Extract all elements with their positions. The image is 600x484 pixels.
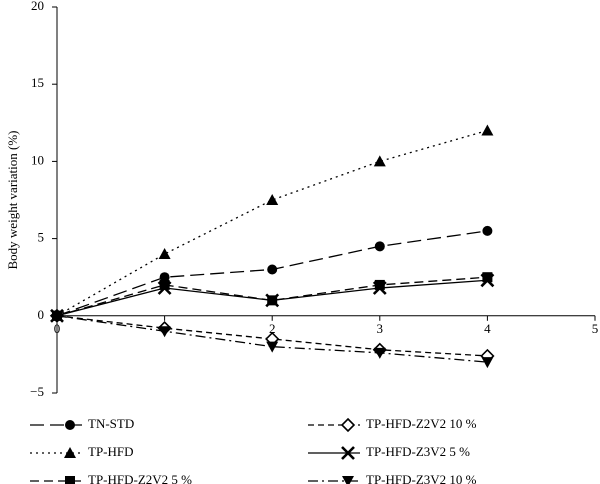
y-tick-label: 10 [31,152,44,167]
marker [51,310,63,322]
marker [159,279,170,290]
marker [482,225,493,236]
marker [481,124,494,136]
series-line [56,315,488,357]
legend-label: TP-HFD [88,444,134,459]
y-tick-label: 15 [31,75,44,90]
marker [266,194,279,205]
marker [482,272,493,283]
series-line [56,276,488,317]
legend-marker [65,420,75,430]
marker [158,326,171,338]
x-tick-label: 0 [54,321,61,336]
marker [374,279,385,290]
x-tick-label: 4 [484,321,491,336]
series-line [56,315,488,363]
marker [158,248,171,260]
y-tick-label: 20 [31,0,44,13]
legend-label: TP-HFD-Z2V2 5 % [88,472,192,484]
y-tick-label: −5 [30,384,44,399]
marker [374,241,385,252]
legend-marker [65,476,75,484]
marker [373,155,386,167]
legend-marker [64,447,76,458]
x-tick-label: 2 [269,321,276,336]
marker [266,341,279,353]
marker [267,264,278,275]
legend-marker [341,446,355,460]
marker [481,357,494,369]
legend-marker [340,417,356,433]
legend-marker [342,476,354,484]
y-tick-label: 0 [38,307,45,322]
series-line [56,129,488,317]
legend-label: TP-HFD-Z3V2 5 % [366,444,470,459]
y-tick-label: 5 [38,230,45,245]
x-tick-label: 5 [592,321,599,336]
marker [267,295,278,306]
y-axis-label: Body weight variation (%) [5,131,20,270]
legend-label: TN-STD [88,416,134,431]
marker [373,347,386,359]
x-tick-label: 3 [377,321,384,336]
legend-label: TP-HFD-Z3V2 10 % [366,472,477,484]
marker [159,272,170,283]
legend-label: TP-HFD-Z2V2 10 % [366,416,477,431]
